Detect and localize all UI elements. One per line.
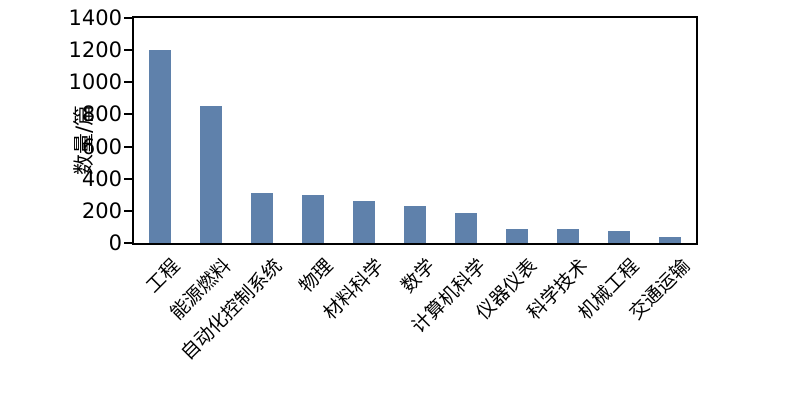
- y-tick-mark: [124, 17, 132, 19]
- bar: [404, 206, 426, 243]
- bar: [455, 213, 478, 243]
- y-tick-label: 800: [81, 102, 122, 127]
- y-tick-label: 600: [81, 134, 122, 159]
- bar: [301, 194, 324, 243]
- bar: [250, 193, 273, 243]
- bar: [352, 201, 375, 243]
- y-tick-label: 200: [81, 198, 122, 223]
- bar: [506, 228, 529, 243]
- y-tick-mark: [124, 242, 132, 244]
- y-tick-label: 0: [108, 231, 122, 255]
- y-tick-label: 400: [81, 166, 122, 191]
- bar: [148, 50, 171, 243]
- y-tick-mark: [124, 113, 132, 116]
- y-tick-label: 1200: [68, 38, 122, 63]
- y-tick-mark: [124, 177, 132, 180]
- bar: [557, 228, 580, 243]
- y-tick-label: 1400: [68, 6, 122, 30]
- y-tick-label: 1000: [68, 70, 122, 95]
- y-tick-mark: [124, 81, 132, 84]
- y-tick-mark: [124, 49, 132, 52]
- bar: [659, 236, 682, 243]
- y-tick-mark: [124, 145, 132, 148]
- y-tick-mark: [124, 209, 132, 212]
- bar: [199, 106, 222, 243]
- bar: [608, 230, 631, 243]
- plot-area: [132, 16, 698, 245]
